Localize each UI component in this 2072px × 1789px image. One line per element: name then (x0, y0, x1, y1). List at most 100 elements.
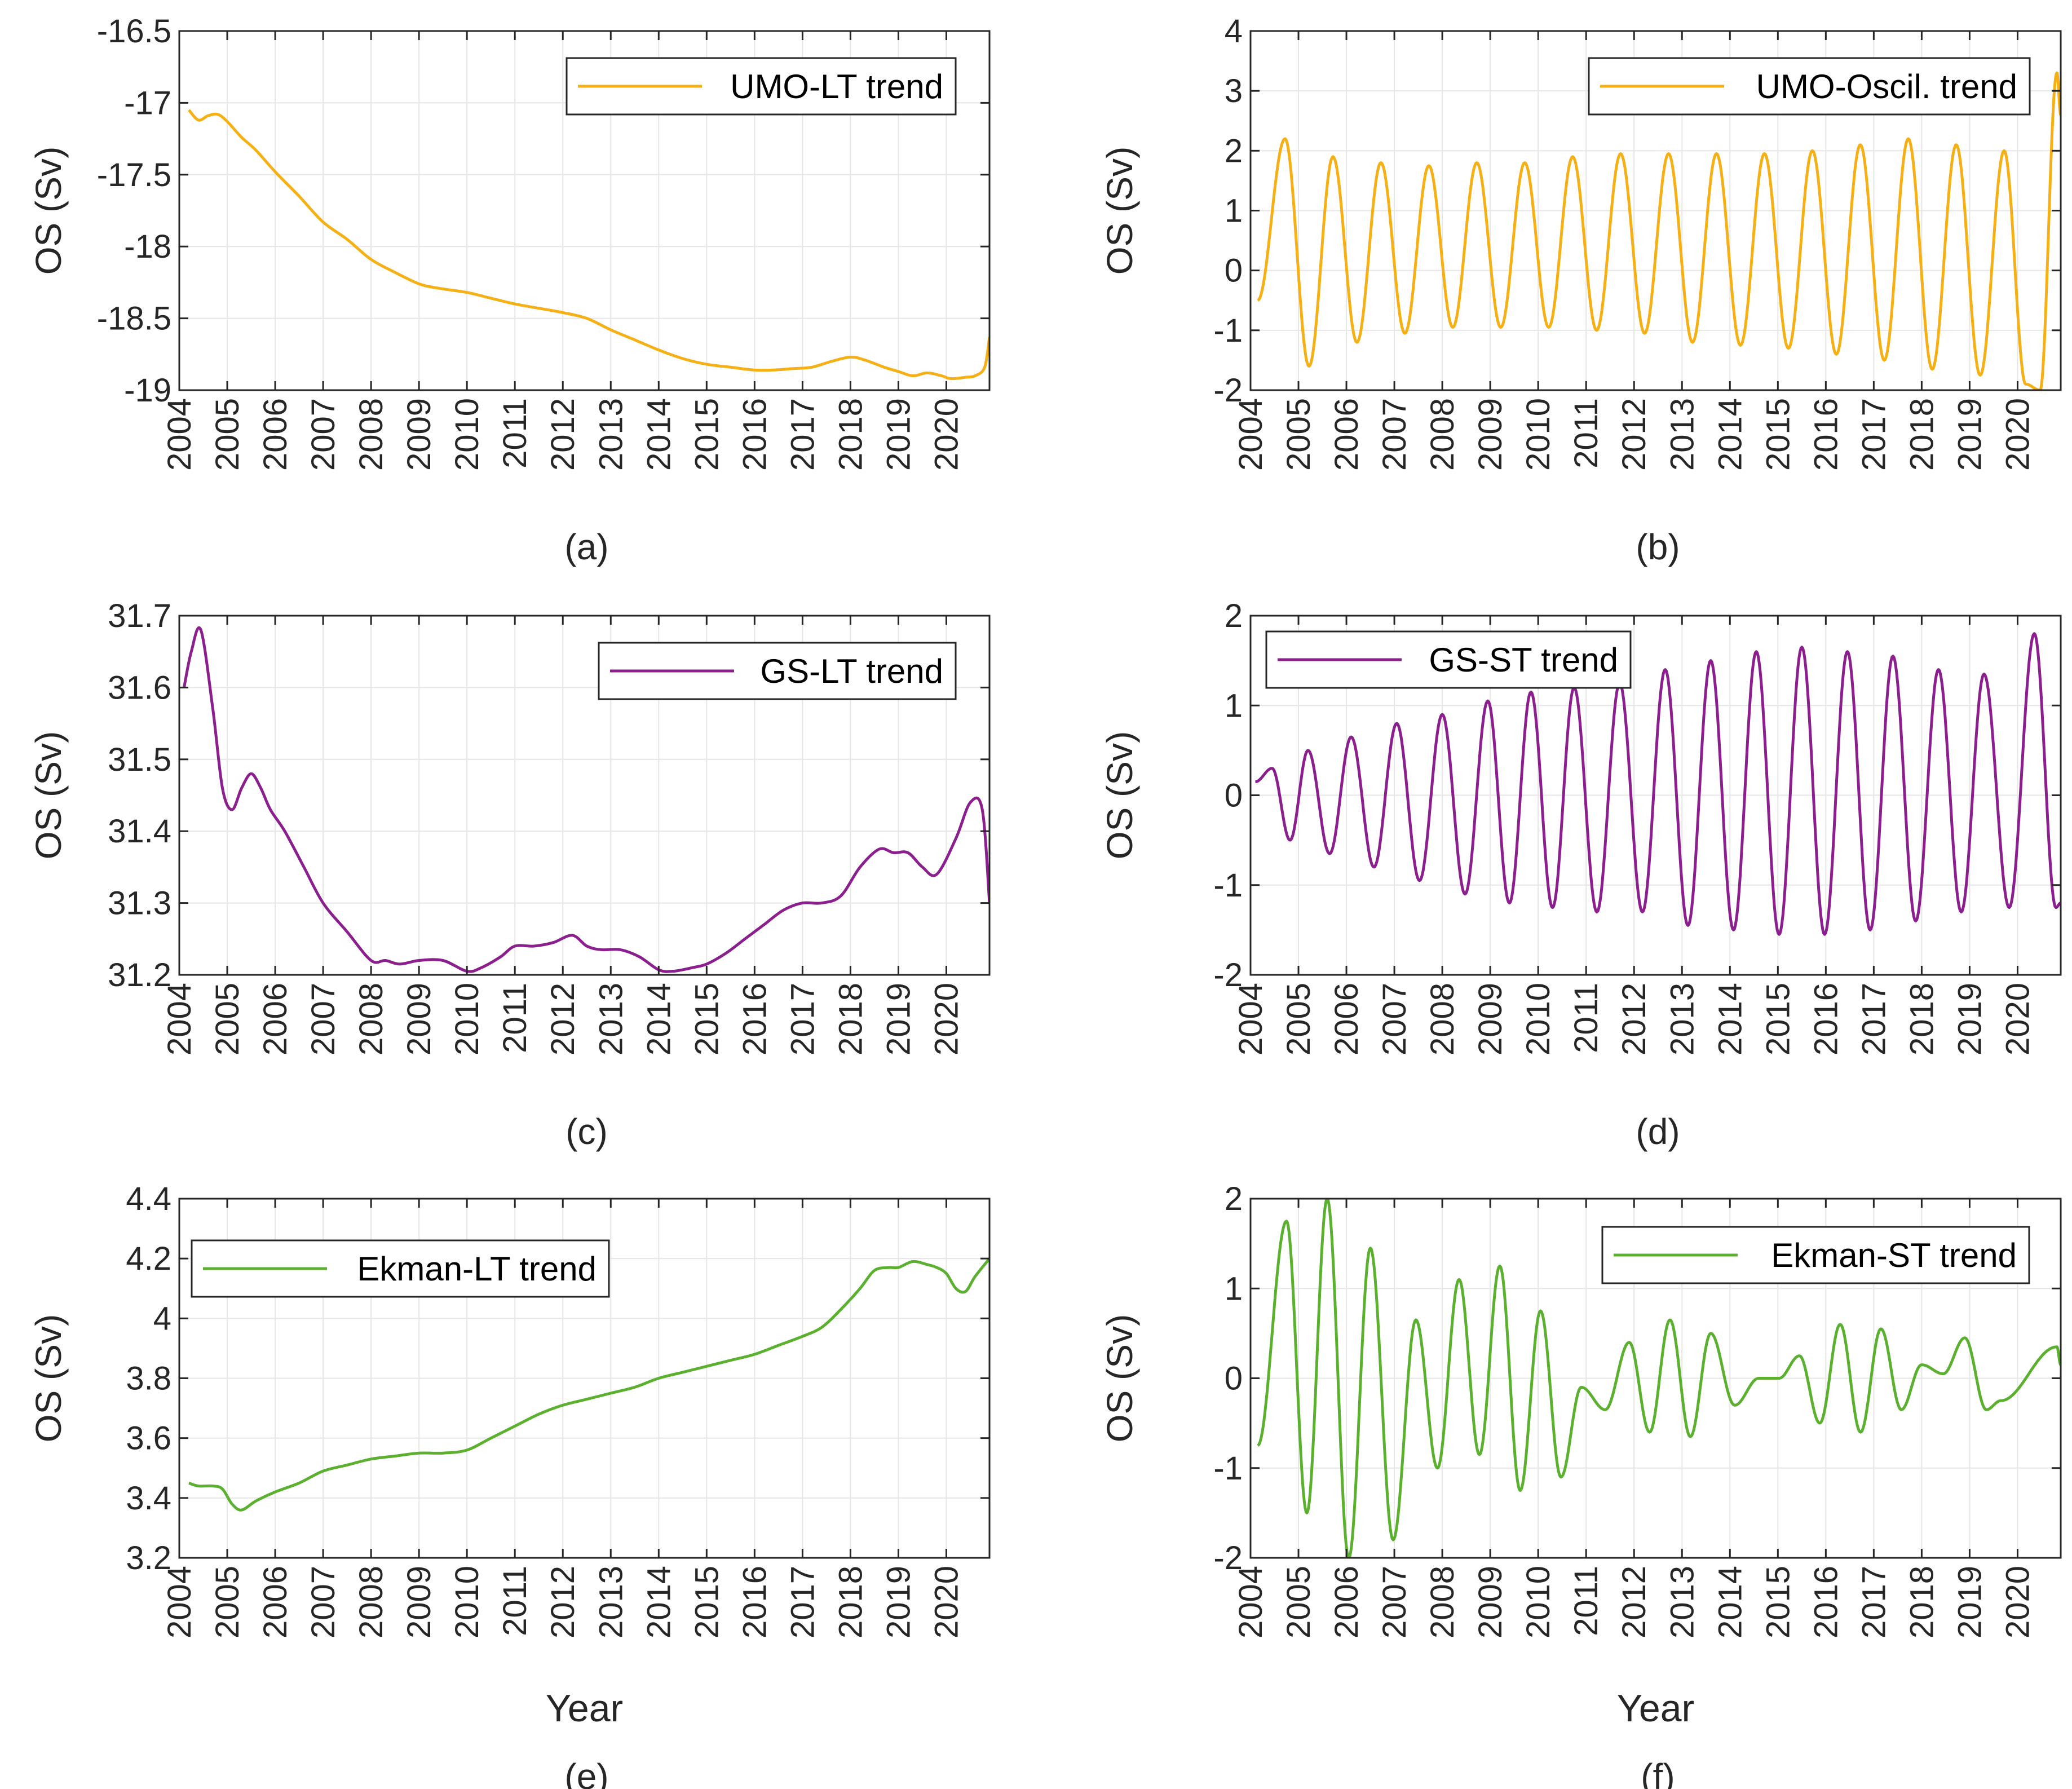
y-tick-label: -2 (1213, 372, 1243, 409)
x-tick-label: 2011 (1568, 983, 1605, 1053)
x-tick-label: 2004 (161, 983, 198, 1055)
x-tick-label: 2020 (1999, 1566, 2036, 1638)
y-tick-label: 2 (1225, 132, 1243, 169)
x-tick-label: 2004 (1232, 1566, 1269, 1638)
y-tick-label: 4 (153, 1300, 171, 1337)
x-tick-label: 2020 (1999, 398, 2036, 471)
x-tick-label: 2012 (545, 1566, 581, 1638)
x-tick-label: 2015 (688, 1566, 725, 1638)
y-axis-label: OS (Sv) (28, 147, 69, 275)
x-tick-label: 2009 (401, 398, 438, 471)
x-tick-label: 2010 (1520, 983, 1557, 1055)
x-tick-label: 2004 (1232, 983, 1269, 1055)
x-tick-label: 2005 (209, 983, 246, 1055)
y-tick-label: 3.4 (126, 1480, 171, 1517)
y-tick-label: 4.4 (126, 1181, 171, 1217)
x-tick-label: 2007 (305, 398, 342, 471)
x-tick-label: 2006 (257, 1566, 294, 1638)
x-tick-label: 2019 (1951, 1566, 1988, 1638)
x-tick-label: 2009 (401, 1566, 438, 1638)
x-tick-label: 2005 (1280, 983, 1317, 1055)
panel-caption: (d) (1636, 1111, 1680, 1152)
y-tick-label: 3 (1225, 73, 1243, 109)
y-tick-label: 2 (1225, 1181, 1243, 1217)
legend: UMO-Oscil. trend (1588, 57, 2031, 116)
y-tick-label: 2 (1225, 598, 1243, 634)
y-tick-label: 1 (1225, 687, 1243, 724)
y-tick-label: -1 (1213, 1450, 1243, 1487)
x-tick-label: 2009 (401, 983, 438, 1055)
x-tick-label: 2012 (1616, 398, 1653, 471)
x-tick-label: 2015 (688, 398, 725, 471)
y-tick-label: -17.5 (97, 157, 171, 193)
legend-label: Ekman-LT trend (357, 1250, 597, 1288)
x-tick-label: 2016 (736, 983, 773, 1055)
x-tick-label: 2020 (928, 1566, 965, 1638)
y-tick-label: -2 (1213, 957, 1243, 993)
x-tick-label: 2016 (1808, 1566, 1844, 1638)
x-tick-label: 2018 (1903, 1566, 1940, 1638)
legend: GS-LT trend (598, 642, 957, 700)
x-tick-label: 2019 (880, 398, 917, 471)
x-tick-label: 2018 (832, 398, 869, 471)
x-tick-label: 2020 (928, 398, 965, 471)
x-tick-label: 2008 (1424, 1566, 1461, 1638)
series-line-d (1254, 632, 2061, 936)
x-tick-label: 2011 (497, 1566, 533, 1636)
y-axis-label: OS (Sv) (1099, 1314, 1140, 1443)
x-tick-label: 2020 (1999, 983, 2036, 1055)
x-tick-label: 2004 (161, 398, 198, 471)
x-tick-label: 2018 (1903, 983, 1940, 1055)
y-tick-label: 1 (1225, 1270, 1243, 1307)
x-tick-label: 2004 (161, 1566, 198, 1638)
x-tick-label: 2018 (1903, 398, 1940, 471)
x-tick-label: 2014 (1712, 398, 1748, 471)
y-tick-label: 31.7 (108, 598, 171, 634)
legend: GS-ST trend (1265, 630, 1632, 689)
y-tick-label: 31.3 (108, 885, 171, 922)
x-tick-label: 2010 (1520, 1566, 1557, 1638)
y-axis-label: OS (Sv) (28, 731, 69, 860)
x-tick-label: 2007 (1376, 983, 1413, 1055)
x-tick-label: 2015 (1760, 398, 1796, 471)
tick-marks (1249, 1198, 2061, 1559)
y-tick-label: 4.2 (126, 1240, 171, 1277)
legend: UMO-LT trend (566, 57, 957, 116)
x-tick-label: 2009 (1472, 1566, 1509, 1638)
x-tick-label: 2012 (545, 398, 581, 471)
x-tick-label: 2012 (1616, 1566, 1653, 1638)
x-tick-label: 2017 (1855, 983, 1892, 1055)
x-tick-label: 2018 (832, 983, 869, 1055)
legend: Ekman-ST trend (1601, 1226, 2030, 1284)
x-tick-label: 2015 (688, 983, 725, 1055)
x-tick-label: 2008 (1424, 398, 1461, 471)
x-tick-label: 2006 (257, 398, 294, 471)
legend: Ekman-LT trend (191, 1239, 610, 1298)
x-tick-label: 2011 (497, 983, 533, 1053)
tick-marks (1249, 30, 2061, 391)
y-axis-label: OS (Sv) (1099, 731, 1140, 860)
y-tick-label: -2 (1213, 1540, 1243, 1576)
y-axis-label: OS (Sv) (28, 1314, 69, 1443)
series-line-c (183, 626, 989, 973)
x-tick-label: 2005 (209, 398, 246, 471)
x-tick-label: 2019 (880, 1566, 917, 1638)
y-tick-label: -1 (1213, 312, 1243, 349)
series-line-e (188, 1257, 989, 1512)
x-tick-label: 2019 (1951, 983, 1988, 1055)
x-tick-label: 2010 (449, 1566, 485, 1638)
x-tick-label: 2006 (1328, 398, 1365, 471)
x-tick-label: 2012 (545, 983, 581, 1055)
x-axis-label: Year (546, 1687, 623, 1730)
x-tick-label: 2016 (736, 1566, 773, 1638)
tick-marks (178, 1198, 989, 1559)
y-axis-label: OS (Sv) (1099, 147, 1140, 275)
x-tick-label: 2010 (1520, 398, 1557, 471)
x-tick-label: 2014 (640, 983, 677, 1055)
y-tick-label: 1 (1225, 193, 1243, 229)
x-tick-label: 2014 (1712, 1566, 1748, 1638)
x-tick-label: 2007 (305, 983, 342, 1055)
